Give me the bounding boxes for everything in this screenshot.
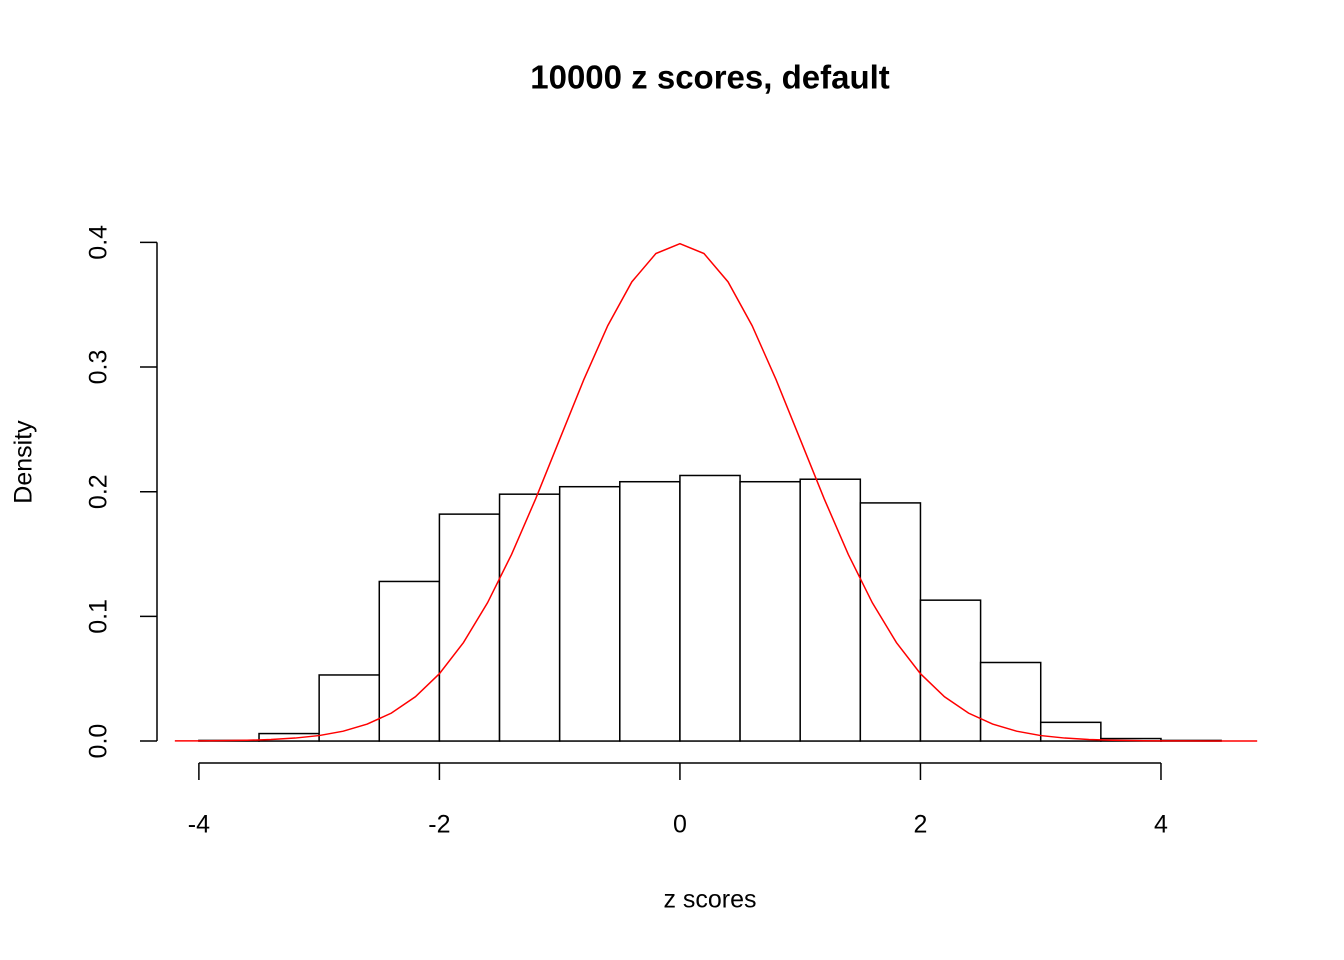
y-tick-label: 0.1	[85, 599, 113, 634]
y-tick-label: 0.0	[85, 724, 113, 759]
histogram-bar	[679, 474, 741, 742]
x-tick-label: -4	[188, 811, 210, 839]
histogram-bar	[979, 661, 1042, 742]
histogram-bar	[558, 485, 621, 742]
histogram-bar	[318, 674, 381, 742]
y-tick-label: 0.4	[85, 225, 113, 260]
histogram-bar	[498, 493, 561, 742]
histogram-bar	[919, 599, 982, 742]
histogram-bar	[859, 502, 922, 742]
x-tick-label: 4	[1154, 811, 1168, 839]
x-tick-label: 2	[914, 811, 928, 839]
x-axis-label: z scores	[663, 886, 756, 914]
y-tick-label: 0.3	[85, 350, 113, 385]
histogram-bar	[438, 513, 501, 742]
histogram-bar	[799, 478, 862, 742]
x-tick-label: -2	[428, 811, 450, 839]
x-tick-label: 0	[673, 811, 687, 839]
y-axis-label: Density	[10, 420, 38, 504]
y-tick-label: 0.2	[85, 474, 113, 509]
density-curve	[174, 242, 1258, 742]
histogram-bar	[378, 580, 441, 742]
chart-title: 10000 z scores, default	[530, 59, 890, 96]
histogram-bar	[739, 480, 801, 742]
histogram-bar	[619, 480, 681, 742]
